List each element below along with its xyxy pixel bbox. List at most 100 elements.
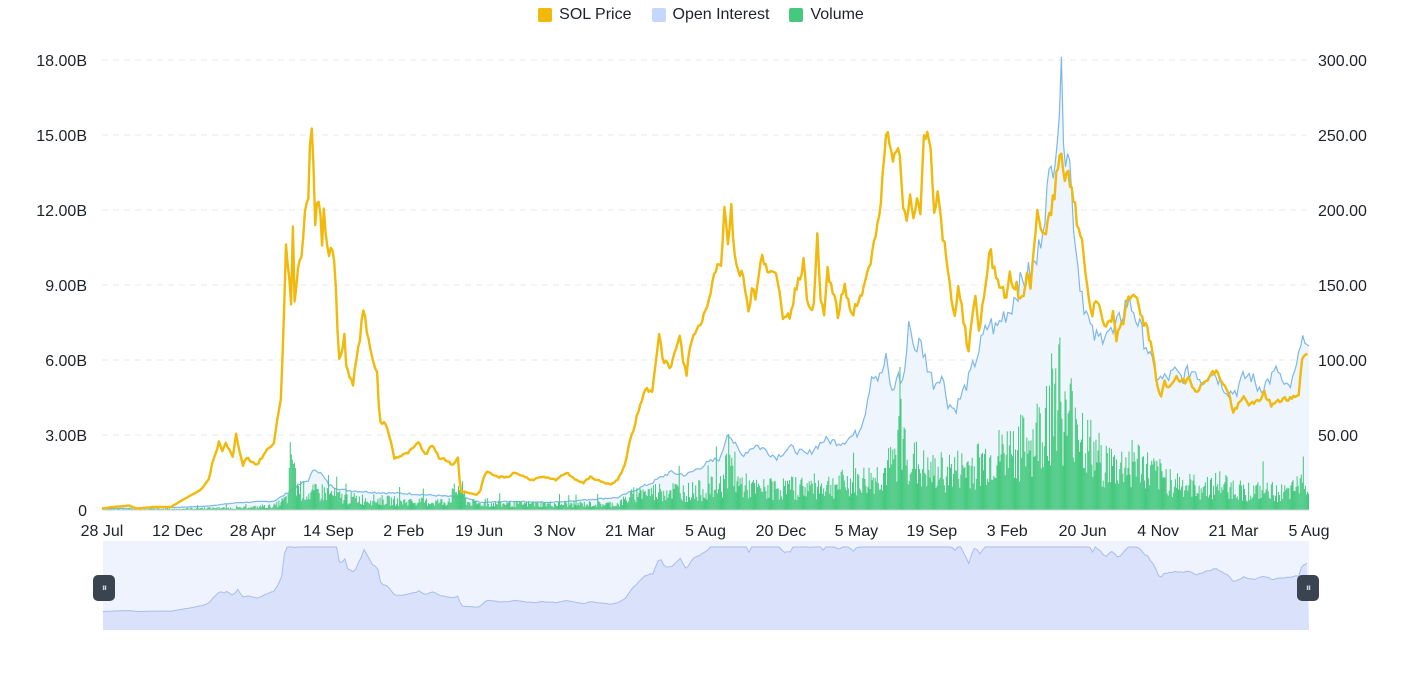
volume-bar [906,459,908,510]
volume-bar [843,480,845,510]
navigator[interactable] [102,541,1309,630]
volume-bar [804,487,806,510]
volume-bar [1173,486,1175,510]
volume-bar [537,502,539,510]
volume-bar [930,461,932,510]
volume-bar [1211,478,1213,510]
volume-bar [784,480,786,510]
x-axis-tick: 12 Dec [152,523,203,540]
volume-bar [516,502,518,510]
volume-bar [1101,486,1103,510]
volume-bar [554,504,556,510]
volume-bar [253,506,255,510]
volume-bar [735,492,737,510]
volume-bar [997,456,999,510]
volume-bar [964,467,966,510]
volume-bar [210,508,212,510]
x-axis-tick: 4 Nov [1137,523,1179,540]
volume-bar [287,494,289,510]
x-axis-tick: 3 Nov [534,523,576,540]
volume-bar [681,500,683,510]
volume-bar [510,507,512,510]
volume-bar [1136,458,1138,510]
volume-bar [690,500,692,510]
volume-bar [545,506,547,510]
volume-bar [977,443,979,510]
volume-bar [582,506,584,510]
volume-bar [914,468,916,510]
volume-bar [1009,430,1011,510]
left-axis-tick: 0 [78,503,87,520]
volume-bar [607,501,609,510]
volume-bar [1284,485,1286,510]
volume-bar [571,503,573,510]
volume-bar [795,477,797,510]
volume-bar [993,475,995,510]
volume-bar [1257,482,1259,510]
volume-bar [248,507,250,510]
volume-bar [451,488,453,510]
volume-bar [874,477,876,510]
legend-item-sol-price[interactable]: SOL Price [538,6,632,24]
volume-bar [1225,475,1227,510]
legend-item-open-interest[interactable]: Open Interest [651,6,769,24]
volume-bar [1249,500,1251,510]
volume-bar [348,503,350,510]
volume-bar [1294,490,1296,510]
volume-bar [797,495,799,510]
volume-bar [770,478,772,510]
volume-bar [303,480,305,510]
volume-bar [1272,495,1274,510]
volume-bar [595,504,597,510]
volume-bar [389,505,391,510]
volume-bar [1121,451,1123,510]
navigator-right-handle[interactable]: ⏸ [1297,575,1319,601]
volume-bar [954,457,956,510]
volume-bar [1264,492,1266,510]
volume-bar [577,502,579,510]
volume-bar [425,498,427,510]
volume-bar [759,485,761,510]
volume-bar [1071,390,1073,510]
volume-bar [862,478,864,510]
navigator-left-handle[interactable]: ⏸ [93,575,115,601]
volume-bar [140,508,142,510]
volume-bar [1051,353,1053,510]
volume-bar [948,454,950,510]
volume-bar [994,477,996,510]
volume-bar [750,483,752,510]
volume-bar [147,508,149,510]
volume-bar [157,508,159,510]
x-axis-tick: 28 Apr [230,523,277,540]
volume-bar [551,506,553,510]
x-axis-tick: 21 Mar [605,523,655,540]
volume-bar [486,498,488,510]
volume-bar [855,468,857,510]
volume-bar [818,493,821,510]
legend-item-volume[interactable]: Volume [789,6,864,24]
volume-bar [1062,465,1064,510]
volume-bar [183,508,185,510]
volume-bar [517,504,519,510]
volume-bar [462,481,464,510]
sol-price-line [101,127,1309,510]
volume-bar [1137,444,1139,510]
left-axis-tick: 12.00B [36,203,87,220]
volume-bar [1043,446,1045,510]
volume-bar [1040,468,1042,510]
volume-bar [376,502,378,510]
volume-bar [1061,418,1063,510]
volume-bar [201,508,203,510]
volume-bar [605,502,607,510]
volume-bar [547,502,549,510]
volume-bar [1301,482,1303,510]
volume-bar [430,504,432,510]
volume-bar [620,499,622,510]
volume-bar [529,503,531,510]
volume-bar [1207,497,1209,510]
volume-bar [306,496,308,510]
volume-bar [358,496,360,510]
volume-bar [789,480,791,510]
volume-bar [1147,452,1149,510]
